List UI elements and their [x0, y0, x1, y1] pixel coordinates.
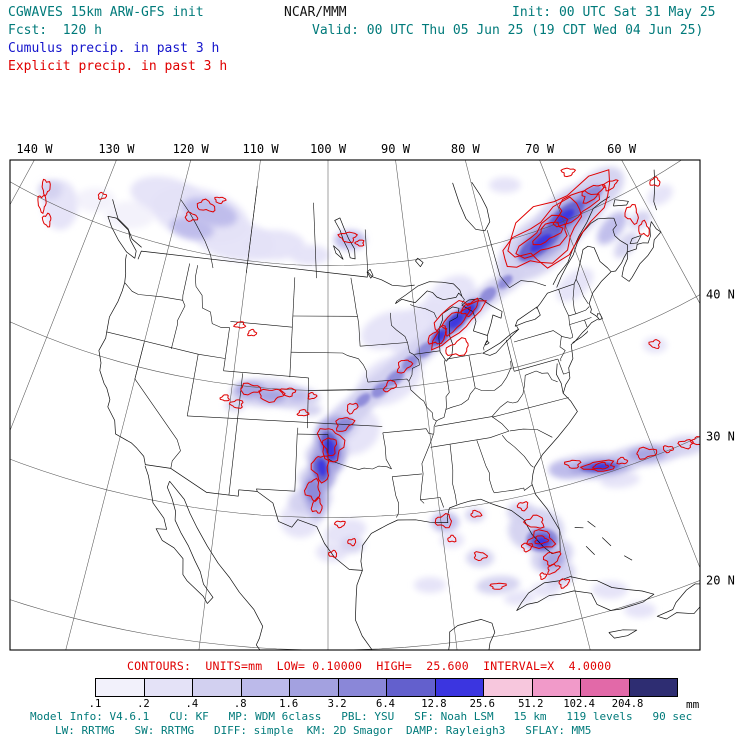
map-grid-labels: 140 W 130 W 120 W 110 W 100 W 90 W 80 W 70 W 60 …	[16, 142, 735, 588]
colorbar-tick-label: 3.2	[327, 698, 347, 710]
model-title: CGWAVES 15km ARW-GFS init	[8, 5, 204, 20]
center-title: NCAR/MMM	[284, 5, 347, 20]
colorbar-segment	[193, 679, 242, 696]
colorbar-tick-label: 12.8	[421, 698, 447, 710]
colorbar-ticks: .1 .2 .4 .8 1.6 3.2 6.4 12.8 25.6 51.2 102.4 204.8 m…	[0, 698, 740, 712]
model-info-line2: LW: RRTMG SW: RRTMG DIFF: simple KM: 2D …	[55, 724, 592, 737]
map-layers	[10, 160, 700, 650]
forecast-hour: Fcst: 120 h	[8, 23, 102, 38]
colorbar-tick-label: 25.6	[469, 698, 495, 710]
colorbar-segment	[387, 679, 436, 696]
map-frame	[9, 159, 701, 651]
colorbar-tick-label: 204.8	[611, 698, 644, 710]
colorbar-segment	[629, 679, 677, 696]
colorbar-segment	[581, 679, 630, 696]
colorbar-unit-label: mm	[686, 698, 700, 711]
colorbar-tick-label: 51.2	[518, 698, 544, 710]
lat-label: 30 N	[706, 430, 735, 444]
lat-label: 40 N	[706, 288, 735, 302]
colorbar-tick-label: .1	[88, 698, 102, 710]
init-time: Init: 00 UTC Sat 31 May 25	[512, 5, 716, 20]
colorbar-tick-label: .2	[137, 698, 150, 710]
lon-label: 110 W	[242, 142, 279, 156]
lon-label: 90 W	[381, 142, 411, 156]
colorbar-tick-label: 1.6	[279, 698, 299, 710]
colorbar-tick-label: .4	[185, 698, 199, 710]
colorbar-segment	[144, 679, 193, 696]
colorbar-segment	[241, 679, 290, 696]
valid-time: Valid: 00 UTC Thu 05 Jun 25 (19 CDT Wed …	[312, 23, 704, 38]
lon-label: 80 W	[451, 142, 481, 156]
colorbar-segment	[96, 679, 145, 696]
colorbar-segment	[290, 679, 339, 696]
model-info-line1: Model Info: V4.6.1 CU: KF MP: WDM 6class…	[30, 710, 693, 723]
colorbar-tick-label: 6.4	[376, 698, 395, 710]
lon-label: 120 W	[173, 142, 210, 156]
lon-label: 130 W	[98, 142, 135, 156]
legend-cumulus-precip: Cumulus precip. in past 3 h	[8, 41, 220, 56]
colorbar-segment	[435, 679, 484, 696]
lon-label: 100 W	[310, 142, 347, 156]
colorbar-segment	[532, 679, 581, 696]
colorbar-tick-label: 102.4	[563, 698, 595, 710]
legend-explicit-precip: Explicit precip. in past 3 h	[8, 59, 228, 74]
geography-layer	[98, 169, 700, 650]
lon-label: 70 W	[525, 142, 555, 156]
lon-label: 140 W	[16, 142, 53, 156]
colorbar	[95, 678, 678, 697]
colorbar-tick-label: .8	[233, 698, 247, 710]
lon-label: 60 W	[607, 142, 637, 156]
explicit-precip-contour-layer	[37, 167, 700, 590]
contour-info: CONTOURS: UNITS=mm LOW= 0.10000 HIGH= 25…	[127, 659, 612, 673]
colorbar-segment	[338, 679, 387, 696]
colorbar-segment	[484, 679, 533, 696]
lat-label: 20 N	[706, 574, 735, 588]
cumulus-precip-shading-layer	[38, 166, 700, 618]
